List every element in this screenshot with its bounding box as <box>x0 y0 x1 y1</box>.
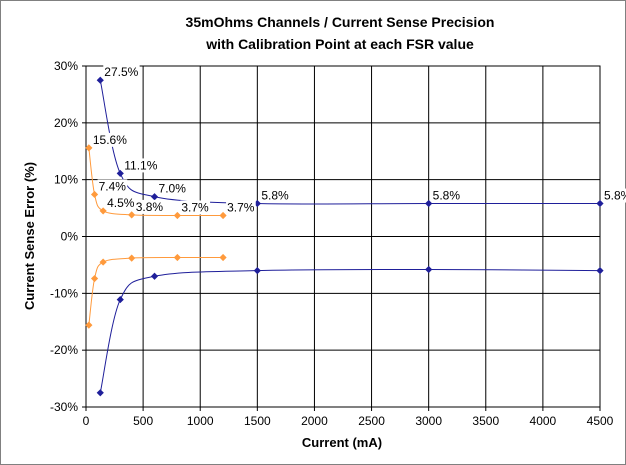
series-0-lower-point <box>425 265 433 274</box>
series-1-upper-point <box>219 211 227 220</box>
series-0-upper-point <box>116 169 124 178</box>
data-label-background <box>157 181 188 196</box>
y-axis-ticks: 30% 20% 10% 0% -10% -20% -30% <box>50 59 86 414</box>
data-labels: 27.5%11.1%7.0%5.8%5.8%5.8%15.6%7.4%4.5%3… <box>91 65 626 215</box>
series-1-upper-point <box>90 190 99 199</box>
data-label-background <box>226 200 256 215</box>
data-label-background <box>603 188 626 203</box>
series-0-lower-point <box>96 389 104 397</box>
series-1-lower-point <box>219 253 227 262</box>
x-tick-label: 4500 <box>587 414 614 428</box>
chart-title-line-1: 35mOhms Channels / Current Sense Precisi… <box>186 14 495 30</box>
series-0-upper-point <box>150 193 159 201</box>
series-0-upper-point <box>253 199 261 208</box>
y-tick-label: 30% <box>54 59 78 73</box>
x-axis-ticks: 0 500 1000 1500 2000 2500 3000 3500 4000 4500 <box>83 407 614 428</box>
series-1-data-label: 3.7% <box>181 200 209 214</box>
series-1-upper-line <box>88 147 224 217</box>
data-label-background <box>91 132 129 147</box>
data-label-background <box>134 199 165 214</box>
data-label-background <box>97 179 128 194</box>
x-tick-label: 3000 <box>415 414 442 428</box>
x-tick-label: 4000 <box>530 414 557 428</box>
series-1-upper-point <box>173 211 181 220</box>
series-1-data-label: 3.8% <box>136 200 164 214</box>
series-0-data-label: 7.0% <box>159 182 187 196</box>
y-tick-label: -30% <box>50 400 78 414</box>
y-tick-label: 20% <box>54 116 78 130</box>
x-tick-label: 0 <box>83 414 90 428</box>
series-0-lower-point <box>150 272 159 280</box>
series-1-lower-point <box>85 321 93 329</box>
series-layer <box>85 76 604 397</box>
series-0-upper-point <box>96 76 104 84</box>
y-tick-label: 10% <box>54 173 78 187</box>
data-label-background <box>260 188 291 203</box>
series-1-lower-line <box>88 256 224 326</box>
series-1-lower-point <box>173 253 181 262</box>
series-0-lower-point <box>253 267 261 275</box>
series-1-data-label: 7.4% <box>99 179 127 193</box>
data-label-background <box>103 65 140 80</box>
series-1-data-label: 3.7% <box>227 200 255 214</box>
data-label-background <box>106 195 136 210</box>
series-0-data-label: 27.5% <box>104 65 138 79</box>
series-0-lower-point <box>116 295 124 304</box>
data-label-background <box>123 158 159 173</box>
series-1-lower-point <box>128 254 136 262</box>
series-1-upper-point <box>128 211 136 219</box>
series-0-data-label: 5.8% <box>261 189 289 203</box>
series-0-lower-point <box>596 267 604 275</box>
series-1-data-label: 4.5% <box>107 196 135 210</box>
series-0-upper-point <box>596 199 604 208</box>
series-1-upper-point <box>99 207 107 215</box>
series-1-lower-point <box>90 274 99 283</box>
x-tick-label: 1500 <box>244 414 271 428</box>
series-0-data-label: 11.1% <box>124 158 157 172</box>
series-1-data-label: 15.6% <box>93 133 127 147</box>
x-tick-label: 3500 <box>472 414 499 428</box>
y-tick-label: 0% <box>61 230 79 244</box>
series-1-upper-point <box>85 144 93 152</box>
x-axis-label: Current (mA) <box>302 435 382 450</box>
series-1-lower-point <box>99 258 107 266</box>
data-label-background <box>180 200 211 215</box>
chart-title-line-2: with Calibration Point at each FSR value <box>205 36 474 52</box>
x-tick-label: 2000 <box>301 414 328 428</box>
y-tick-label: -20% <box>50 343 78 357</box>
series-0-upper-point <box>425 199 433 208</box>
x-tick-label: 1000 <box>187 414 214 428</box>
data-label-background <box>431 188 462 203</box>
series-0-data-label: 5.8% <box>604 189 626 203</box>
x-tick-label: 2500 <box>358 414 385 428</box>
series-0-data-label: 5.8% <box>433 189 461 203</box>
y-axis-label: Current Sense Error (%) <box>22 162 37 310</box>
y-tick-label: -10% <box>50 286 78 300</box>
x-tick-label: 500 <box>133 414 153 428</box>
